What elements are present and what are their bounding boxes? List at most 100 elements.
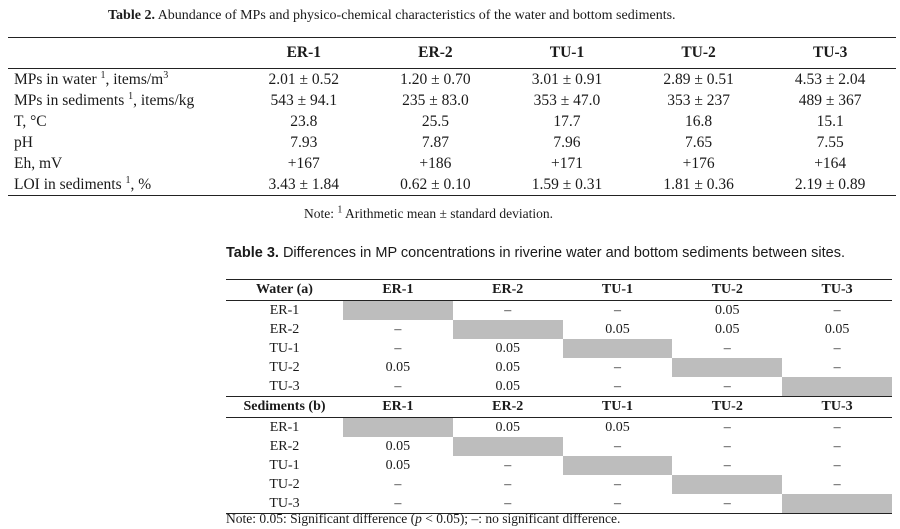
table2-cell: 2.19 ± 0.89 (764, 174, 896, 196)
table3-cell: – (833, 302, 841, 318)
table2-cell: 16.8 (685, 112, 713, 130)
table2-row-unit: , % (130, 175, 152, 193)
table2-row-label-sup: 1 (100, 69, 106, 81)
table2-cell: 2.01 ± 0.52 (268, 70, 340, 88)
table3-section-header: Water (a) ER-1 ER-2 TU-1 TU-2 TU-3 (226, 279, 892, 301)
table2-header-cell: TU-1 (501, 37, 633, 69)
table2-row: Eh, mV +167 +186 +171 +176 +164 (8, 153, 896, 174)
table2-cell: 7.87 (421, 133, 449, 151)
table3-cell: – (723, 457, 731, 473)
table2-row-label-text: MPs in water (14, 70, 101, 88)
table3-note: Note: 0.05: Significant difference (p < … (226, 511, 620, 527)
table2-row-label: MPs in water 1, items/m3 (8, 69, 238, 91)
table3-cell: 0.05 (824, 321, 850, 337)
table3-row: TU-1 0.05 – – – (226, 456, 892, 475)
table3-column-header: ER-2 (452, 396, 563, 418)
table2-cell: 3.01 ± 0.91 (531, 70, 603, 88)
table3-row-label: TU-2 (269, 359, 300, 375)
table3-diagonal-cell (452, 320, 563, 339)
table2-row-label: T, °C (8, 111, 238, 132)
table3-column-header: ER-1 (343, 396, 453, 418)
table2-caption: Table 2. Abundance of MPs and physico-ch… (108, 8, 676, 24)
table3-cell: – (452, 494, 563, 514)
table3-column-header: ER-2 (452, 279, 563, 301)
table2-note-sup: 1 (337, 204, 343, 216)
table3-row: TU-3 – 0.05 – – (226, 377, 892, 397)
table2-cell: 353 ± 47.0 (533, 91, 601, 109)
table2-note-prefix: Note: (304, 206, 338, 221)
table2-header-row: ER-1 ER-2 TU-1 TU-2 TU-3 (8, 37, 896, 69)
table3-cell: 0.05 (495, 359, 520, 375)
table2-row: MPs in sediments 1, items/kg 543 ± 94.1 23… (8, 90, 896, 111)
table3-caption-text: Differences in MP concentrations in rive… (282, 245, 845, 261)
table3-cell: 0.05 (605, 321, 630, 337)
table3-row-label: ER-2 (269, 321, 300, 337)
table3-row: ER-2 0.05 – – – (226, 437, 892, 456)
table2-row: LOI in sediments 1, % 3.43 ± 1.84 0.62 ± 0… (8, 174, 896, 196)
table2-cell: 23.8 (290, 112, 318, 130)
table2-cell: 4.53 ± 2.04 (794, 70, 866, 88)
table2-cell: 7.96 (553, 133, 581, 151)
table3-cell: – (504, 476, 512, 492)
table3-section-title: Sediments (b) (226, 396, 343, 418)
table2-cell: 3.43 ± 1.84 (238, 174, 370, 196)
table2-cell: 15.1 (816, 112, 844, 130)
table2-cell: 1.81 ± 0.36 (632, 174, 765, 196)
table3-cell: – (723, 340, 731, 356)
table3-cell: – (613, 302, 621, 318)
table3-cell: 0.05 (715, 321, 740, 337)
table2-row-label: MPs in sediments 1, items/kg (8, 90, 238, 111)
table3-row-label: ER-1 (269, 419, 300, 435)
table3-row-label: TU-1 (269, 457, 300, 473)
table2-row: T, °C 23.8 25.5 17.7 16.8 15.1 (8, 111, 896, 132)
table3-column-header: ER-1 (343, 279, 453, 301)
table2-row-label: pH (8, 132, 238, 153)
table2-cell: +167 (287, 154, 320, 172)
table3-cell: – (723, 419, 731, 435)
table2-row-label-text: MPs in sediments (14, 91, 129, 109)
table2-row-label-text: pH (14, 133, 33, 151)
table3-cell: – (672, 494, 783, 514)
table2-cell: 353 ± 237 (667, 91, 730, 109)
table3-row: ER-1 – – 0.05 – (226, 300, 892, 320)
table3-column-header: TU-3 (782, 279, 892, 301)
table3-section-header: Sediments (b) ER-1 ER-2 TU-1 TU-2 TU-3 (226, 396, 892, 418)
table3-row-label: ER-2 (269, 438, 300, 454)
table3-row: ER-2 – 0.05 0.05 0.05 (226, 320, 892, 339)
table3-cell: 0.05 (495, 340, 520, 356)
table2-cell: 25.5 (421, 112, 449, 130)
table2-header-cell: ER-1 (238, 37, 370, 69)
table2-row-label: LOI in sediments 1, % (8, 174, 238, 196)
table3-column-header: TU-1 (562, 279, 673, 301)
table2-cell: 1.59 ± 0.31 (501, 174, 633, 196)
table3-cell: – (504, 302, 512, 318)
table3-cell: – (833, 359, 841, 375)
table2-header-cell: TU-2 (632, 37, 765, 69)
table3-note-suffix: < 0.05); –: no significant difference. (421, 511, 621, 526)
table3-column-header: TU-3 (782, 396, 892, 418)
table3-cell: 0.05 (495, 378, 520, 394)
table2-row-label: Eh, mV (8, 153, 238, 174)
table2-caption-text: Abundance of MPs and physico-chemical ch… (157, 8, 676, 23)
table2-row-unit-sup: 3 (163, 69, 169, 81)
table3-row-label: ER-1 (269, 302, 300, 318)
table3-cell: 0.05 (715, 302, 740, 318)
table3-cell: – (394, 321, 402, 337)
table2-cell: 0.62 ± 0.10 (369, 174, 502, 196)
table3-cell: – (394, 340, 402, 356)
table3-diagonal-cell (343, 417, 453, 437)
table3-cell: – (613, 378, 621, 394)
table3-row: ER-1 0.05 0.05 – – (226, 417, 892, 437)
table3-cell: – (504, 457, 512, 473)
table2-row-label-sup: 1 (125, 174, 131, 186)
table3-diagonal-cell (782, 377, 892, 397)
table3-note-p: p (415, 511, 422, 526)
table3-row-label: TU-1 (269, 340, 300, 356)
table3: Water (a) ER-1 ER-2 TU-1 TU-2 TU-3 ER-1– –0.05–… (226, 279, 892, 514)
table3-cell: – (833, 457, 841, 473)
table3-row-label: TU-3 (269, 378, 300, 394)
table3-cell: – (613, 476, 621, 492)
table3-cell: – (613, 359, 621, 375)
table2-cell: 235 ± 83.0 (402, 91, 469, 109)
table2-cell: 17.7 (553, 112, 581, 130)
